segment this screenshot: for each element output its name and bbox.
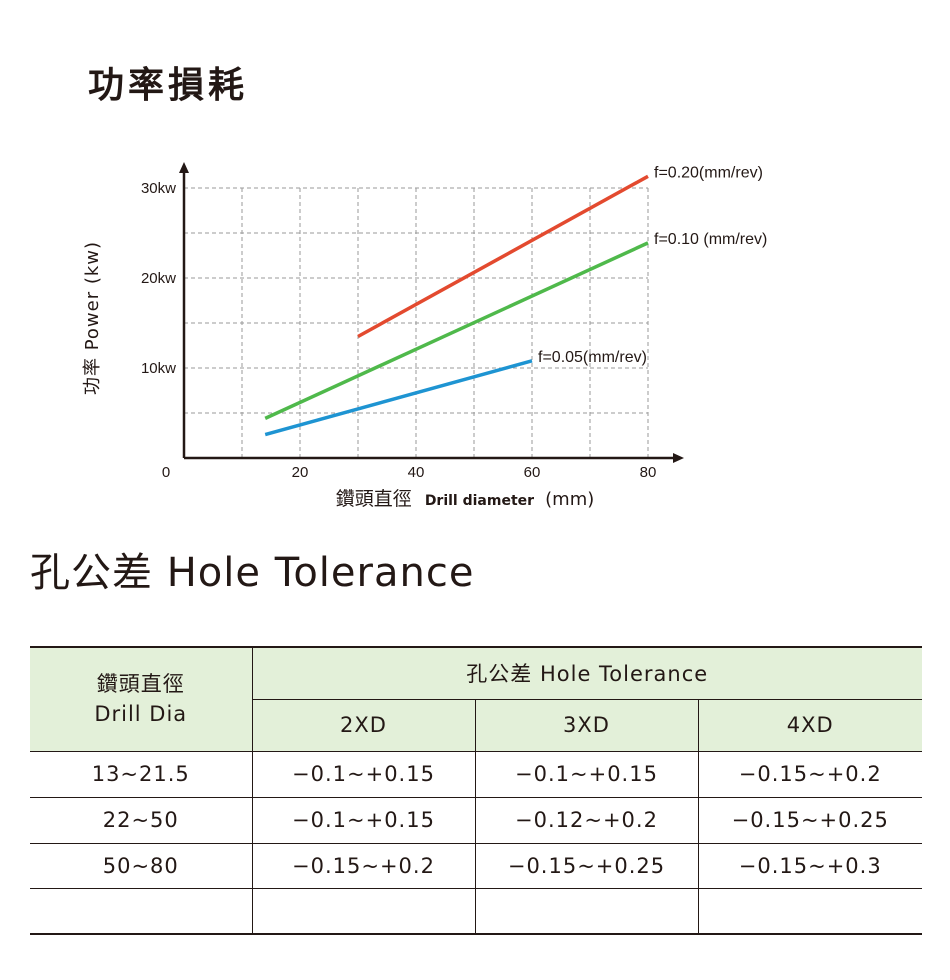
x-tick-label: 40 (408, 464, 425, 481)
header-4xd: 4XD (697, 698, 922, 752)
label-layer: 20 40 60 80 10kw 20kw 30kw f=0.20(mm/rev) f=0.10… (141, 164, 767, 481)
x-tick-label: 80 (640, 464, 657, 481)
cell-3xd: −0.1~+0.15 (474, 750, 699, 798)
power-chart: 20 40 60 80 10kw 20kw 30kw f=0.20(mm/rev) f=0.10… (82, 162, 767, 510)
cell-2xd (251, 887, 476, 935)
x-tick-label: 20 (292, 464, 309, 481)
x-axis-title-en: Drill diameter (425, 493, 534, 509)
table-row: 22~50 −0.1~+0.15 −0.12~+0.2 −0.15~+0.25 (30, 796, 922, 844)
table-row: 50~80 −0.15~+0.2 −0.15~+0.25 −0.15~+0.3 (30, 842, 922, 889)
x-axis-title: 鑽頭直徑 Drill diameter (mm) (336, 488, 595, 510)
header-drill-dia-zh: 鑽頭直徑 (96, 672, 185, 697)
series-label: f=0.05(mm/rev) (538, 349, 647, 366)
cell-2xd: −0.1~+0.15 (251, 750, 476, 798)
cell-2xd: −0.1~+0.15 (251, 796, 476, 844)
series-line (357, 174, 649, 339)
cell-4xd: −0.15~+0.3 (697, 842, 922, 889)
series-layer (264, 174, 649, 437)
x-tick-label: 60 (524, 464, 541, 481)
x-axis-arrow (673, 453, 684, 463)
hole-tolerance-table: 鑽頭直徑 Drill Dia 孔公差 Hole Tolerance 2XD 3X… (30, 646, 922, 935)
header-drill-dia: 鑽頭直徑 Drill Dia (30, 646, 253, 752)
header-hole-tolerance: 孔公差 Hole Tolerance (251, 646, 922, 700)
cell-3xd: −0.15~+0.25 (474, 842, 699, 889)
header-drill-dia-en: Drill Dia (94, 702, 188, 727)
header-2xd: 2XD (252, 698, 476, 752)
table-row (30, 887, 922, 935)
origin-label: 0 (162, 464, 170, 481)
hole-tolerance-title: 孔公差 Hole Tolerance (30, 550, 475, 596)
cell-2xd: −0.15~+0.2 (251, 842, 476, 889)
cell-drill-dia: 13~21.5 (30, 750, 253, 798)
header-3xd: 3XD (474, 698, 699, 752)
x-axis-title-zh: 鑽頭直徑 (336, 488, 412, 510)
cell-drill-dia: 22~50 (30, 796, 253, 844)
y-axis-title: 功率 Power (kw) (82, 241, 103, 395)
y-axis-arrow (179, 162, 189, 173)
cell-drill-dia: 50~80 (30, 842, 253, 889)
series-label: f=0.10 (mm/rev) (654, 231, 767, 248)
cell-4xd: −0.15~+0.2 (697, 750, 922, 798)
y-tick-label: 30kw (141, 180, 176, 197)
series-line (264, 359, 533, 437)
chart-grid (184, 187, 649, 458)
table-row: 13~21.5 −0.1~+0.15 −0.1~+0.15 −0.15~+0.2 (30, 750, 922, 798)
power-loss-title: 功率損耗 (88, 65, 249, 106)
cell-3xd (474, 887, 699, 935)
y-tick-label: 20kw (141, 270, 176, 287)
series-label: f=0.20(mm/rev) (654, 164, 763, 181)
cell-3xd: −0.12~+0.2 (474, 796, 699, 844)
x-axis-title-unit: (mm) (545, 489, 594, 510)
cell-4xd: −0.15~+0.25 (697, 796, 922, 844)
cell-drill-dia (30, 887, 253, 935)
cell-4xd (697, 887, 922, 935)
y-tick-label: 10kw (141, 360, 176, 377)
series-line (264, 241, 649, 420)
